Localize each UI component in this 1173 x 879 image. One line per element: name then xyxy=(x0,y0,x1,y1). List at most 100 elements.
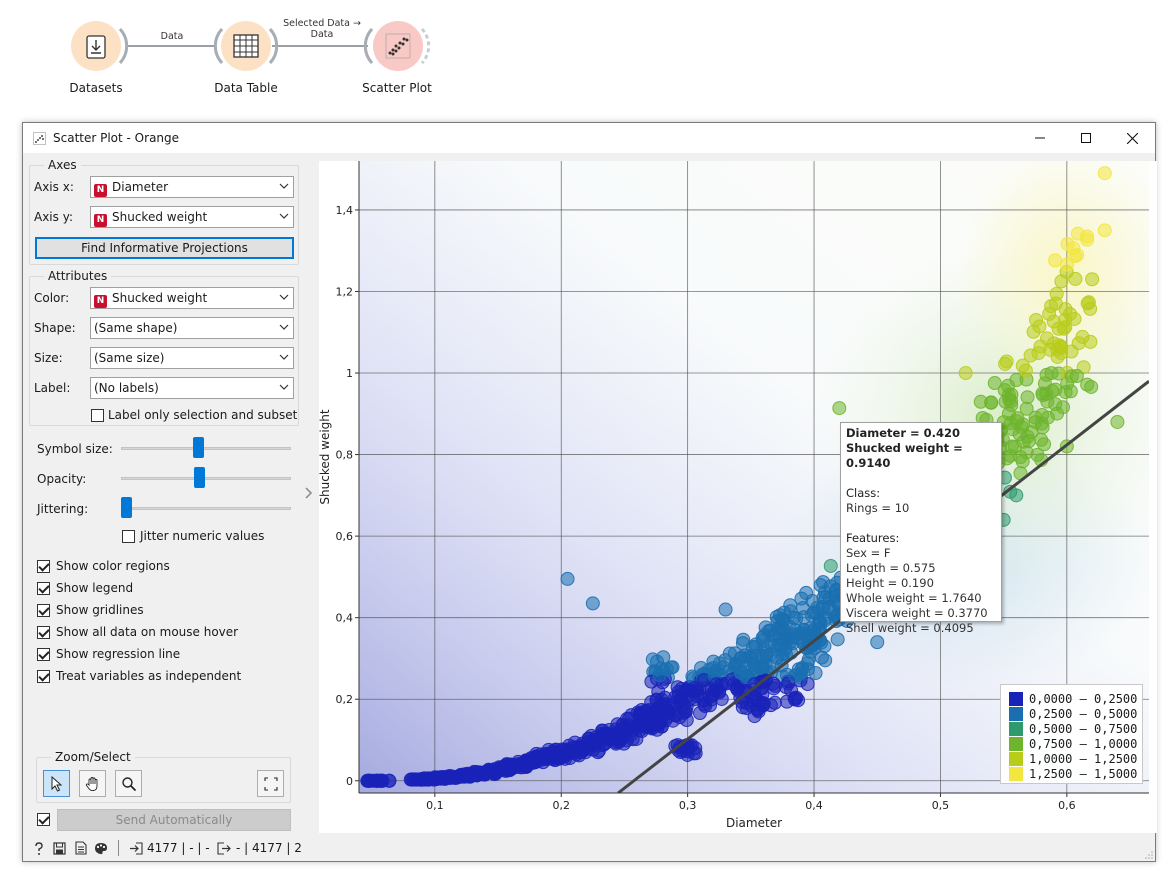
link-datatable-scatter[interactable] xyxy=(272,45,368,47)
label-value: (No labels) xyxy=(94,381,159,395)
maximize-button[interactable] xyxy=(1063,123,1109,153)
find-informative-projections-button[interactable]: Find Informative Projections xyxy=(35,237,294,259)
data-point xyxy=(652,668,667,683)
symbol-size-slider[interactable] xyxy=(121,447,291,450)
resize-grip-icon[interactable] xyxy=(1143,849,1153,859)
y-axis-title: Shucked weight xyxy=(319,409,332,505)
data-point xyxy=(1037,437,1052,452)
option-label: Treat variables as independent xyxy=(56,669,242,683)
opacity-slider[interactable] xyxy=(121,477,291,480)
legend-label: 1,2500 – 1,5000 xyxy=(1029,766,1138,781)
option-checkbox[interactable] xyxy=(37,582,50,595)
window-title: Scatter Plot - Orange xyxy=(53,131,180,145)
help-icon[interactable] xyxy=(33,842,45,856)
data-point xyxy=(1048,382,1063,397)
data-point xyxy=(736,632,751,647)
data-point xyxy=(998,356,1013,371)
send-automatically-checkbox[interactable] xyxy=(37,813,50,826)
input-summary: 4177 | - | - xyxy=(147,841,210,855)
axis-x-combo[interactable]: N Diameter xyxy=(90,176,294,198)
symbol-size-slider-handle[interactable] xyxy=(192,437,204,458)
data-point xyxy=(1044,366,1059,381)
data-point xyxy=(687,681,702,696)
data-point xyxy=(1060,257,1075,272)
label-only-selection-checkbox[interactable] xyxy=(91,409,104,422)
data-point xyxy=(770,650,785,665)
data-point xyxy=(1023,348,1038,363)
send-automatically-button[interactable]: Send Automatically xyxy=(57,809,291,831)
shape-label: Shape: xyxy=(34,321,76,335)
axis-x-label: Axis x: xyxy=(34,180,74,194)
hand-icon xyxy=(85,776,97,791)
option-checkbox[interactable] xyxy=(37,648,50,661)
close-button[interactable] xyxy=(1109,123,1155,153)
data-point xyxy=(1009,414,1024,429)
legend-swatch xyxy=(1009,721,1023,736)
legend-label: 1,0000 – 1,2500 xyxy=(1029,751,1138,766)
data-point xyxy=(823,558,838,573)
data-point xyxy=(1050,349,1065,364)
tooltip-feature: Viscera weight = 0.3770 xyxy=(846,606,988,620)
jittering-slider[interactable] xyxy=(121,507,291,510)
zoom-select-box: Zoom/Select xyxy=(36,750,291,803)
window-titlebar[interactable]: Scatter Plot - Orange xyxy=(23,123,1155,153)
zoom-tool-button[interactable] xyxy=(115,770,142,797)
data-point xyxy=(830,632,845,647)
link-datasets-datatable[interactable] xyxy=(128,45,216,47)
scatter-plot-node[interactable] xyxy=(358,17,438,77)
option-checkbox[interactable] xyxy=(37,560,50,573)
data-table-node[interactable] xyxy=(208,17,288,77)
save-icon[interactable] xyxy=(53,842,66,855)
minimize-button[interactable] xyxy=(1017,123,1063,153)
close-icon xyxy=(1126,132,1138,144)
label-combo[interactable]: (No labels) xyxy=(90,377,294,399)
collapse-panel-icon[interactable] xyxy=(304,486,314,500)
y-tick-label: 1,4 xyxy=(336,204,354,217)
x-axis-title: Diameter xyxy=(726,816,782,830)
shape-combo[interactable]: (Same shape) xyxy=(90,317,294,339)
option-checkbox[interactable] xyxy=(37,626,50,639)
data-point xyxy=(763,698,778,713)
axis-y-combo[interactable]: N Shucked weight xyxy=(90,206,294,228)
table-icon xyxy=(233,34,259,58)
tooltip-feature: Length = 0.575 xyxy=(846,561,936,575)
tooltip-feature: Whole weight = 1.7640 xyxy=(846,591,982,605)
scatter-plot-chart[interactable]: 0,1 0,2 0,3 0,4 0,5 0,6 0 0,2 0,4 0,6 0,8 1 1,2 1,4 Di… xyxy=(318,161,1157,833)
datasets-node[interactable] xyxy=(66,17,136,77)
scatter-plot-icon xyxy=(385,33,411,59)
color-legend[interactable]: 0,0000 – 0,2500 0,2500 – 0,5000 0,5000 – 0… xyxy=(1000,684,1143,784)
jittering-slider-handle[interactable] xyxy=(121,497,132,518)
pan-tool-button[interactable] xyxy=(79,770,106,797)
size-combo[interactable]: (Same size) xyxy=(90,347,294,369)
chevron-down-icon xyxy=(279,294,289,300)
color-value: Shucked weight xyxy=(112,291,208,305)
scatter-plot-node-label: Scatter Plot xyxy=(362,81,432,95)
data-point xyxy=(609,730,624,745)
label-only-selection-label: Label only selection and subset xyxy=(108,408,298,422)
opacity-slider-handle[interactable] xyxy=(194,467,206,488)
x-tick-label: 0,3 xyxy=(679,799,697,812)
pointer-icon xyxy=(51,775,62,792)
color-combo[interactable]: N Shucked weight xyxy=(90,287,294,309)
report-icon[interactable] xyxy=(75,841,87,855)
jitter-numeric-checkbox[interactable] xyxy=(122,530,135,543)
size-label: Size: xyxy=(34,351,63,365)
legend-swatch xyxy=(1009,691,1023,706)
palette-icon[interactable] xyxy=(94,842,108,855)
data-point xyxy=(832,401,847,416)
tooltip-feature: Height = 0.190 xyxy=(846,576,934,590)
tooltip-class-value: Rings = 10 xyxy=(846,501,910,515)
y-tick-label: 0,6 xyxy=(336,530,354,543)
option-checkbox[interactable] xyxy=(37,604,50,617)
x-tick-label: 0,6 xyxy=(1058,799,1076,812)
legend-swatch xyxy=(1009,751,1023,766)
point-tooltip: Diameter = 0.420 Shucked weight = 0.9140… xyxy=(840,422,1002,635)
data-point xyxy=(1081,295,1096,310)
numeric-variable-icon: N xyxy=(94,295,107,308)
reset-zoom-button[interactable] xyxy=(257,770,284,797)
option-checkbox[interactable] xyxy=(37,670,50,683)
data-points xyxy=(360,166,1125,788)
legend-swatch xyxy=(1009,736,1023,751)
select-tool-button[interactable] xyxy=(43,770,70,797)
link-label-line1: Selected Data → xyxy=(283,18,361,29)
